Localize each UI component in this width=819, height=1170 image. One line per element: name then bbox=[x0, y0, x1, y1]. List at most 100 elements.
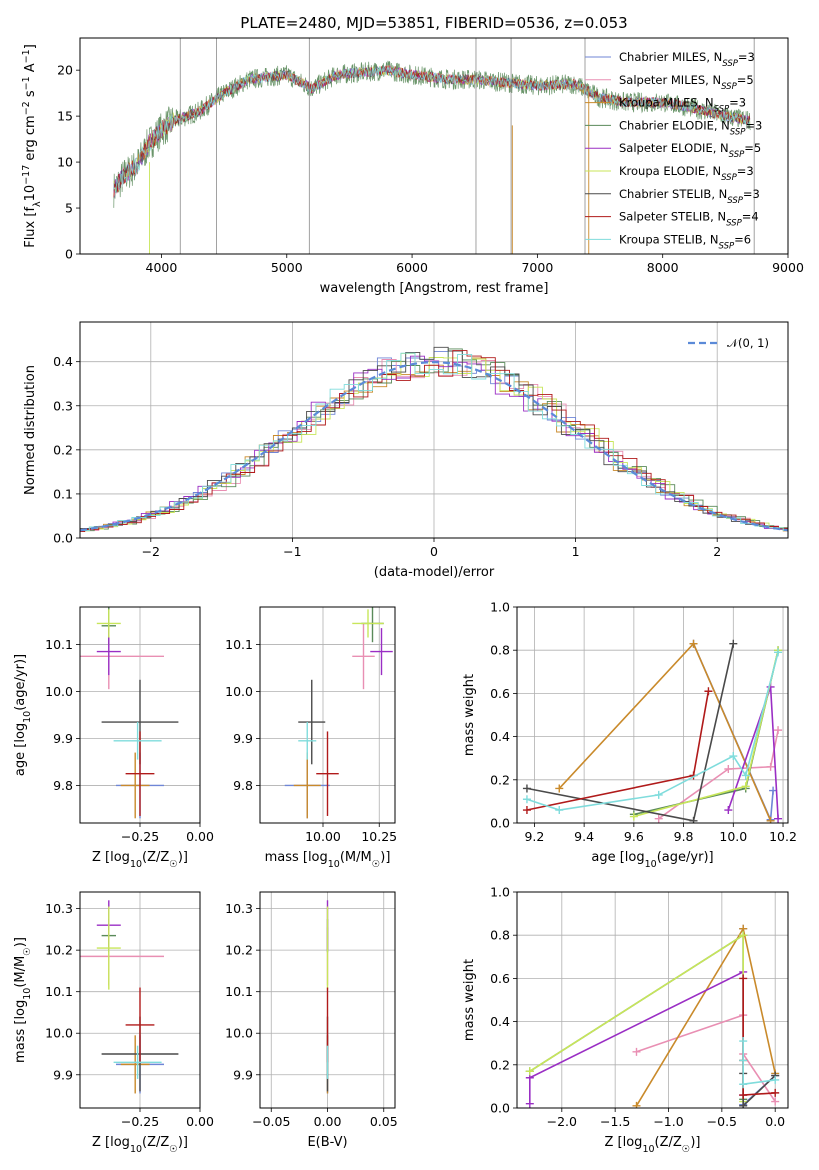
residual-hist-salpeter-stelib bbox=[80, 350, 788, 533]
label-part: )] bbox=[690, 1135, 700, 1150]
y-tick-label: 9.9 bbox=[233, 1067, 253, 1082]
weight-line-kroupa-miles bbox=[558, 642, 772, 822]
label-part: Z [log bbox=[92, 1135, 130, 1150]
errorbar-point bbox=[120, 1035, 150, 1094]
legend-entry-sub: SSP bbox=[719, 241, 735, 251]
age_vs_mass-axes: 10.00 10.25 9.8 9.9 10.0 10.1 bbox=[225, 607, 397, 844]
weight-marker bbox=[629, 812, 638, 821]
y-tick-label: 10.0 bbox=[225, 684, 253, 699]
x-tick-label: 6000 bbox=[396, 260, 428, 275]
x-tick-label: −1 bbox=[283, 544, 301, 559]
y-tick-label: 10.2 bbox=[45, 943, 73, 958]
legend-entry-name: Salpeter STELIB, N bbox=[619, 210, 726, 224]
label-part: )] bbox=[178, 1135, 188, 1150]
age_vs_Z-points bbox=[80, 607, 179, 819]
errorbar-point bbox=[125, 731, 155, 816]
label-part: mass weight bbox=[462, 959, 477, 1041]
weight-marker bbox=[724, 806, 733, 815]
mass_vs_ebv-axes: −0.05 0.00 0.05 9.9 10.0 10.1 10.2 10.3 bbox=[225, 892, 398, 1129]
legend-entry-sub: SSP bbox=[714, 105, 730, 115]
legend-entry-n: =3 bbox=[743, 187, 760, 201]
x-tick-label: 4000 bbox=[146, 260, 178, 275]
weight-marker bbox=[771, 1088, 780, 1097]
weight-marker bbox=[632, 1101, 641, 1108]
weight-marker bbox=[741, 771, 750, 780]
label-part: E(B-V) bbox=[307, 1135, 347, 1150]
label-part: (Z/Z bbox=[142, 850, 169, 865]
weight-marker bbox=[766, 762, 775, 771]
residuals-axes: −2 −1 0 1 2 0.0 0.1 0.2 0.3 0.4 bbox=[53, 322, 788, 559]
y-tick-label: 9.9 bbox=[233, 731, 253, 746]
y-tick-label: 9.9 bbox=[53, 731, 73, 746]
label-part: Normed distribution bbox=[23, 365, 38, 495]
mass_vs_Z-points bbox=[80, 900, 179, 1094]
spectrum-frame bbox=[79, 37, 789, 255]
weight_vs_age-lines bbox=[522, 639, 783, 823]
weight-marker bbox=[704, 687, 713, 696]
y-tick-label: 10.1 bbox=[45, 984, 73, 999]
weight-marker bbox=[729, 639, 738, 648]
x-tick-label: 0.00 bbox=[186, 829, 214, 844]
label-part: mass weight bbox=[462, 674, 477, 756]
weight-marker bbox=[766, 816, 775, 823]
legend-entry-name: Chabrier STELIB, N bbox=[619, 187, 727, 201]
label-part: (age/yr)] bbox=[13, 654, 28, 711]
y-tick-label: 0.8 bbox=[490, 928, 510, 943]
x-tick-label: −2.0 bbox=[547, 1114, 577, 1129]
weight-marker bbox=[774, 814, 783, 823]
legend-entry-name: Salpeter ELODIE, N bbox=[619, 141, 729, 155]
legend-entry-sub: SSP bbox=[729, 150, 745, 160]
y-tick-label: 0.1 bbox=[53, 486, 73, 501]
y-tick-label: 0.0 bbox=[53, 531, 73, 546]
x-tick-label: 10.25 bbox=[361, 829, 397, 844]
label-part: (M/M bbox=[13, 956, 28, 988]
x-tick-label: 9.4 bbox=[574, 829, 594, 844]
weight-marker bbox=[729, 752, 738, 761]
weight-marker bbox=[739, 1101, 748, 1108]
legend-entry-sub: SSP bbox=[726, 219, 742, 229]
weight-marker bbox=[522, 806, 531, 815]
weight_vs_Z-xlabel: Z [log10(Z/Z☉)] bbox=[605, 1135, 701, 1155]
legend-entry-n: =4 bbox=[742, 210, 759, 224]
label-part: erg cm bbox=[23, 115, 38, 164]
x-tick-label: −0.5 bbox=[707, 1114, 737, 1129]
legend-entry: Kroupa STELIB, NSSP=6 bbox=[619, 232, 751, 251]
label-part: Z [log bbox=[92, 850, 130, 865]
weight-marker bbox=[739, 1080, 748, 1089]
label-part: mass [log bbox=[265, 850, 328, 865]
spectrum-kroupa-stelib bbox=[113, 65, 751, 194]
weight-marker bbox=[632, 1047, 641, 1056]
x-tick-label: −0.05 bbox=[252, 1114, 290, 1129]
weight-marker bbox=[654, 814, 663, 823]
legend-entry-sub: SSP bbox=[721, 173, 737, 183]
legend-entry-name: Kroupa STELIB, N bbox=[619, 232, 719, 246]
weight-marker bbox=[724, 765, 733, 773]
x-tick-label: 10.00 bbox=[305, 829, 341, 844]
label-part: age [log bbox=[13, 723, 28, 776]
x-tick-label: 9.2 bbox=[524, 829, 544, 844]
legend-entry-n: =6 bbox=[734, 232, 751, 246]
y-tick-label: 0.4 bbox=[53, 354, 73, 369]
x-tick-label: 5000 bbox=[271, 260, 303, 275]
label-part: )] bbox=[13, 937, 28, 947]
y-tick-label: 9.8 bbox=[233, 778, 253, 793]
weight_vs_age-xlabel: age [log10(age/yr)] bbox=[591, 850, 713, 870]
residuals-ylabel: Normed distribution bbox=[23, 365, 38, 495]
errorbar-point bbox=[298, 722, 317, 760]
errorbar-point bbox=[370, 628, 393, 676]
errorbar-point bbox=[113, 722, 162, 760]
spectrum-kroupa-elodie bbox=[113, 65, 751, 193]
label-part: ☉ bbox=[372, 859, 381, 870]
legend-entry-n: =5 bbox=[744, 141, 761, 155]
gauss-legend-label: 𝒩(0, 1) bbox=[727, 336, 769, 350]
errorbar-point bbox=[96, 906, 121, 990]
y-tick-label: 1.0 bbox=[490, 885, 510, 900]
legend-entry-sub: SSP bbox=[722, 59, 738, 69]
legend-entry-name: Kroupa ELODIE, N bbox=[619, 164, 721, 178]
x-tick-label: 8000 bbox=[647, 260, 679, 275]
errorbar-point bbox=[96, 609, 121, 638]
label-part: −1 bbox=[21, 49, 32, 63]
errorbar-point bbox=[293, 752, 321, 819]
residuals-frame bbox=[79, 321, 789, 539]
label-part: mass [log bbox=[13, 1000, 28, 1063]
